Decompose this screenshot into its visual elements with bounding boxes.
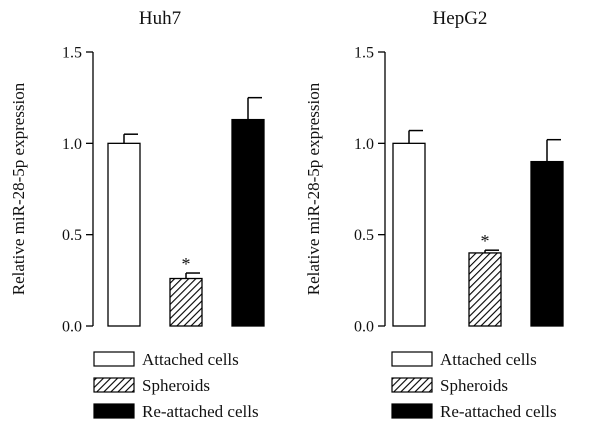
legend-swatch bbox=[93, 351, 135, 367]
significance-marker: * bbox=[182, 254, 191, 274]
legend-swatch bbox=[391, 351, 433, 367]
legend-swatch bbox=[93, 403, 135, 419]
y-axis-label: Relative miR-28-5p expression bbox=[9, 82, 28, 295]
legend-label: Re-attached cells bbox=[440, 402, 557, 421]
bar-re-attached-cells bbox=[530, 160, 564, 327]
legend-label: Spheroids bbox=[142, 376, 210, 395]
chart-title: HepG2 bbox=[433, 8, 488, 29]
chart-panel: HepG2 0.0 0.5 1.0 1.5 Relative miR-28-5p expr… bbox=[304, 8, 564, 336]
legend-label: Attached cells bbox=[142, 350, 239, 369]
bar-attached-cells bbox=[107, 142, 141, 327]
legend-label: Spheroids bbox=[440, 376, 508, 395]
chart-panel: Huh7 0.0 0.5 1.0 1.5 Relative miR-28-5p expre… bbox=[9, 8, 265, 336]
legend: Attached cells Spheroids Re-attached cells bbox=[93, 350, 259, 421]
bar-re-attached-cells bbox=[231, 118, 265, 327]
legend-label: Attached cells bbox=[440, 350, 537, 369]
y-tick-label: 0.5 bbox=[62, 227, 82, 244]
y-tick-label: 0.0 bbox=[62, 319, 82, 336]
legend-swatch bbox=[391, 403, 433, 419]
y-tick-label: 1.0 bbox=[354, 136, 374, 153]
bar-spheroids bbox=[468, 252, 502, 327]
y-tick-label: 0.5 bbox=[354, 227, 374, 244]
chart-title: Huh7 bbox=[139, 8, 181, 29]
bar-attached-cells bbox=[392, 142, 426, 327]
y-tick-label: 1.0 bbox=[62, 136, 82, 153]
legend-swatch bbox=[93, 377, 135, 393]
y-axis-label: Relative miR-28-5p expression bbox=[304, 82, 323, 295]
bar-spheroids bbox=[169, 277, 203, 327]
y-tick-label: 1.5 bbox=[62, 45, 82, 62]
legend-label: Re-attached cells bbox=[142, 402, 259, 421]
y-tick-label: 0.0 bbox=[354, 319, 374, 336]
y-tick-label: 1.5 bbox=[354, 45, 374, 62]
significance-marker: * bbox=[481, 231, 490, 251]
legend-swatch bbox=[391, 377, 433, 393]
legend: Attached cells Spheroids Re-attached cells bbox=[391, 350, 557, 421]
